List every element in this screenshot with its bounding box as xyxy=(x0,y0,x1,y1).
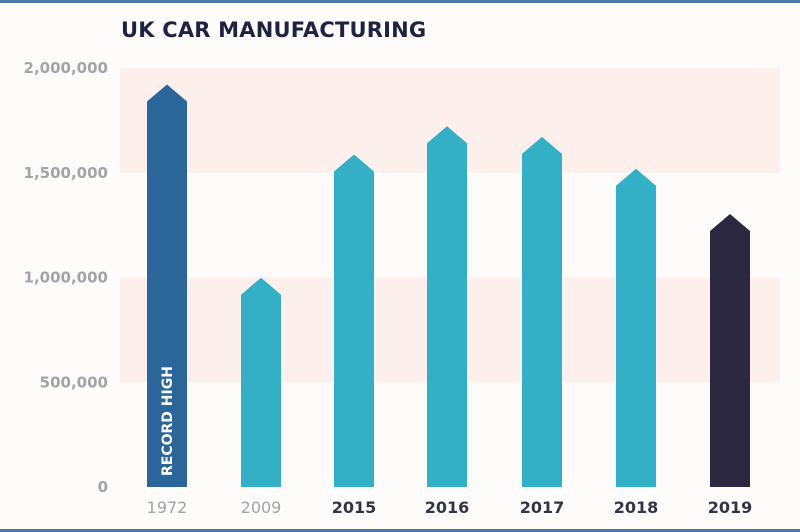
bar-2019 xyxy=(710,214,750,488)
y-tick-label: 500,000 xyxy=(40,373,108,391)
chart-title: UK CAR MANUFACTURING xyxy=(121,18,427,42)
x-tick-label: 2017 xyxy=(520,498,565,517)
bar-2016 xyxy=(427,126,467,487)
x-tick-label: 2009 xyxy=(241,498,282,517)
bar-2017 xyxy=(522,136,562,487)
bottom-rule xyxy=(0,529,800,532)
bar-2015 xyxy=(334,154,374,487)
y-tick-label: 1,500,000 xyxy=(24,164,108,182)
top-rule xyxy=(0,0,800,3)
record-high-label: RECORD HIGH xyxy=(160,366,176,476)
y-tick-label: 0 xyxy=(98,478,108,496)
y-tick-label: 1,000,000 xyxy=(24,269,108,287)
y-tick-label: 2,000,000 xyxy=(24,59,108,77)
x-tick-label: 2019 xyxy=(708,498,753,517)
x-tick-label: 1972 xyxy=(147,498,188,517)
x-tick-label: 2016 xyxy=(425,498,470,517)
x-tick-label: 2018 xyxy=(614,498,659,517)
bar-1972 xyxy=(147,84,187,487)
bar-2009 xyxy=(241,277,281,487)
bar-2018 xyxy=(616,168,656,487)
x-tick-label: 2015 xyxy=(332,498,377,517)
